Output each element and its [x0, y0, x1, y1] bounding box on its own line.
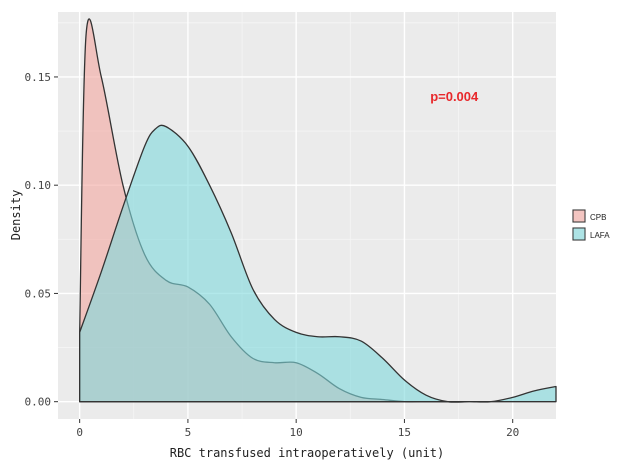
y-tick-label-2: 0.10 [25, 179, 52, 192]
x-tick-label-0: 0 [76, 426, 83, 439]
y-axis-title: Density [9, 190, 23, 241]
y-tick-label-1: 0.05 [25, 287, 52, 300]
density-areas [79, 18, 557, 403]
legend-label-cpb: CPB [590, 213, 606, 222]
x-tick-label-1: 5 [185, 426, 192, 439]
legend-label-lafa: LAFA [590, 231, 610, 240]
y-tick-label-3: 0.15 [25, 71, 52, 84]
p-value-annotation: p=0.004 [430, 89, 479, 104]
legend: CPB LAFA [572, 209, 610, 241]
y-tick-label-0: 0.00 [25, 396, 52, 409]
x-axis-title: RBC transfused intraoperatively (unit) [170, 446, 445, 460]
legend-swatch-cpb [572, 209, 586, 223]
legend-swatch-lafa [572, 227, 586, 241]
density-area-lafa [79, 124, 557, 403]
x-tick-label-4: 20 [506, 426, 519, 439]
x-tick-label-2: 10 [290, 426, 303, 439]
axis-ticks: 0 5 10 15 20 0.00 0.05 0.10 0.15 [25, 71, 520, 439]
x-tick-label-3: 15 [398, 426, 411, 439]
